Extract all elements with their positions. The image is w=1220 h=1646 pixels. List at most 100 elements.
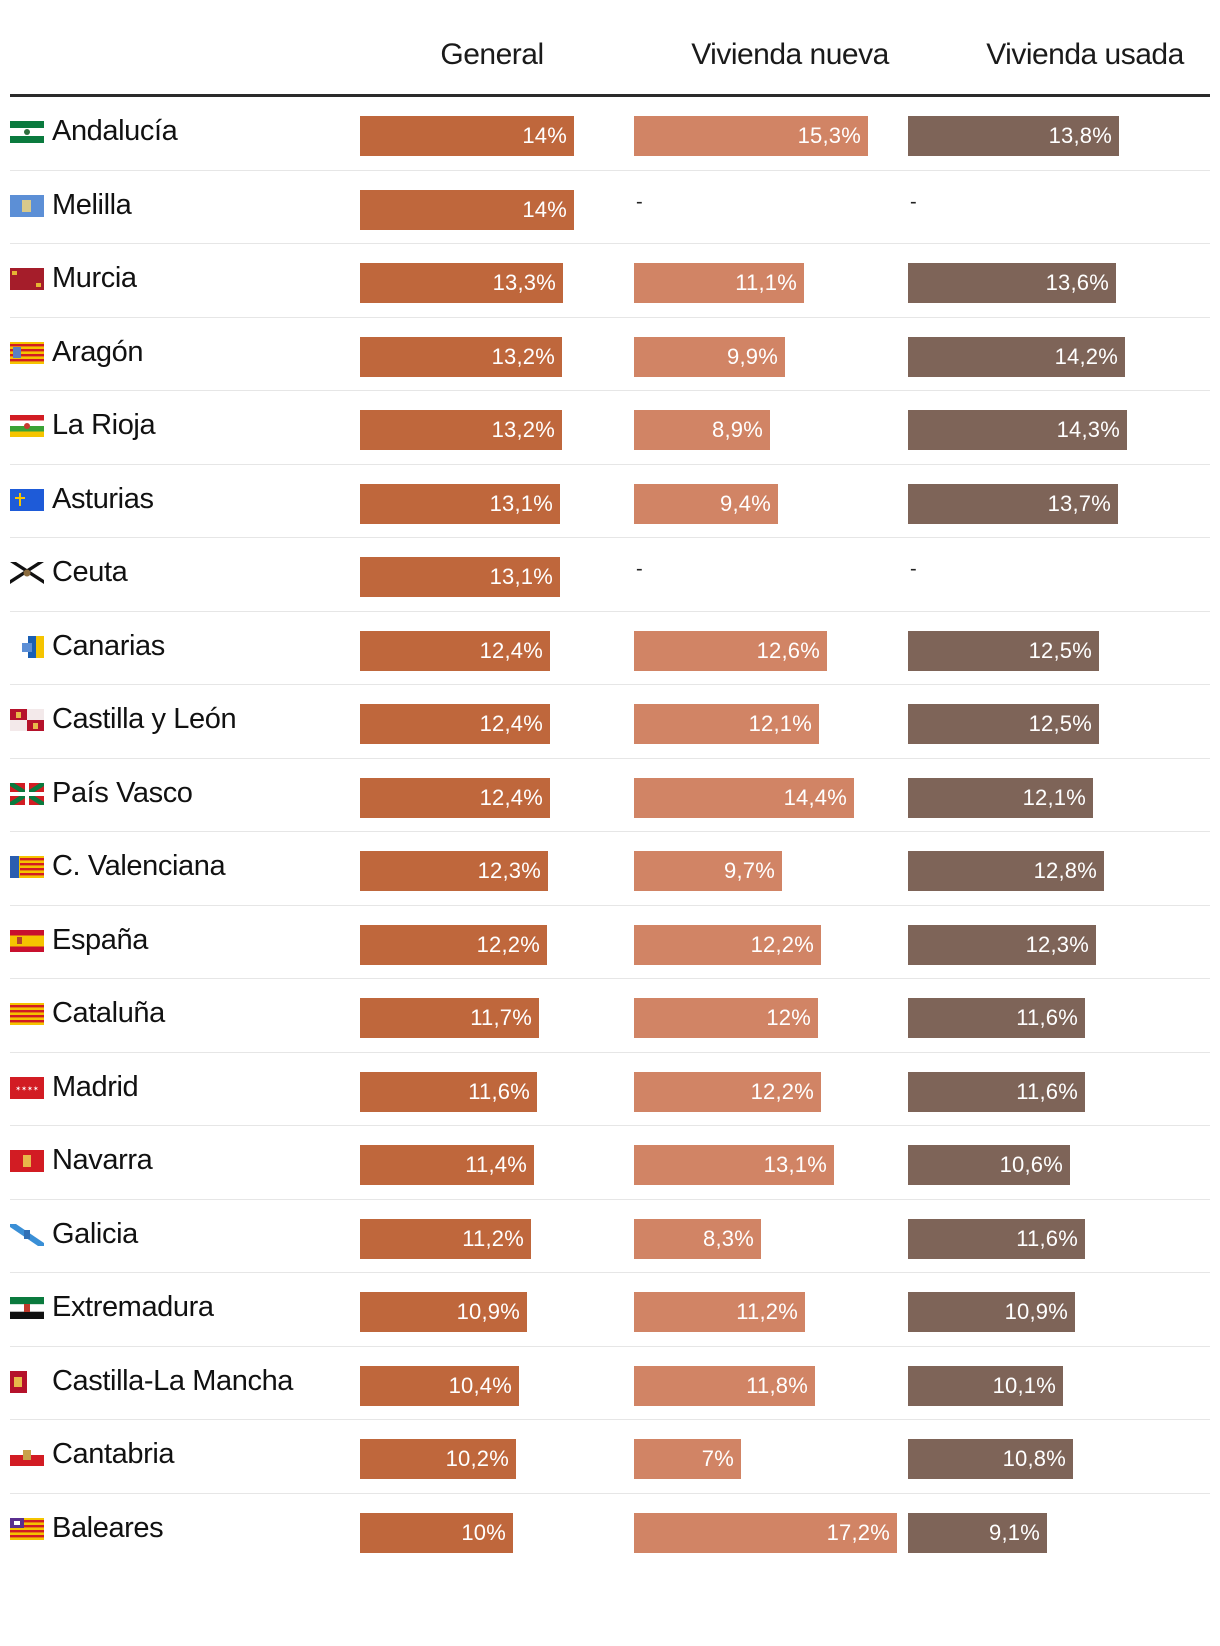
bar-vivienda-nueva: 12,2% — [634, 924, 821, 965]
bar-vivienda-nueva: 14,4% — [634, 777, 854, 818]
bar-general: 10% — [360, 1512, 513, 1553]
bar-general: 11,6% — [360, 1071, 537, 1112]
table-row: Navarra 11,4% 13,1% 10,6% — [10, 1126, 1210, 1200]
bar-vivienda-usada: 12,3% — [908, 924, 1096, 965]
bar-vivienda-nueva: 7% — [634, 1439, 741, 1479]
bar-general: 12,2% — [360, 924, 547, 965]
navarra-flag-icon — [10, 1150, 44, 1172]
bar-vivienda-nueva: 9,9% — [634, 336, 785, 377]
bar-general: 11,2% — [360, 1218, 531, 1259]
bar-general: 13,3% — [360, 263, 563, 303]
region-label: Canarias — [52, 629, 165, 662]
table-row: Asturias 13,1% 9,4% 13,7% — [10, 465, 1210, 538]
region-label: Melilla — [52, 188, 132, 221]
table-row: Castilla-La Mancha 10,4% 11,8% 10,1% — [10, 1347, 1210, 1420]
bar-vivienda-nueva: 12,2% — [634, 1071, 821, 1112]
bar-vivienda-usada: 12,8% — [908, 851, 1104, 891]
region-label: Castilla-La Mancha — [52, 1364, 294, 1397]
region-label: Aragón — [52, 335, 144, 368]
missing-value: - — [910, 190, 917, 213]
region-label: Castilla y León — [52, 703, 237, 735]
pais-vasco-flag-icon — [10, 782, 44, 805]
region-label: Cantabria — [52, 1438, 175, 1470]
table-row: Andalucía 14% 15,3% 13,8% — [10, 97, 1210, 171]
region-label: País Vasco — [52, 776, 193, 809]
region-label: C. Valenciana — [52, 850, 226, 882]
table-row: La Rioja 13,2% 8,9% 14,3% — [10, 391, 1210, 465]
bar-general: 11,4% — [360, 1145, 534, 1185]
murcia-flag-icon — [10, 268, 44, 290]
bar-general: 10,4% — [360, 1365, 519, 1406]
cantabria-flag-icon — [10, 1444, 44, 1466]
bar-vivienda-usada: 10,9% — [908, 1292, 1075, 1332]
region-label: Murcia — [52, 262, 137, 294]
table-row: Melilla 14% - - — [10, 171, 1210, 244]
table-row: Cataluña 11,7% 12% 11,6% — [10, 979, 1210, 1053]
bar-vivienda-nueva: 12% — [634, 998, 818, 1038]
bar-general: 13,1% — [360, 483, 560, 524]
bar-vivienda-usada: 14,3% — [908, 410, 1127, 450]
bar-general: 12,3% — [360, 851, 548, 891]
table-row: Extremadura 10,9% 11,2% 10,9% — [10, 1273, 1210, 1347]
bar-vivienda-nueva: 15,3% — [634, 116, 868, 156]
svg-text:✶✶✶✶: ✶✶✶✶ — [15, 1085, 39, 1093]
bar-general: 14% — [360, 116, 574, 156]
bar-vivienda-usada: 10,8% — [908, 1439, 1073, 1479]
table-row: Castilla y León 12,4% 12,1% 12,5% — [10, 685, 1210, 759]
region-label: Ceuta — [52, 556, 128, 588]
table-row: Baleares 10% 17,2% 9,1% — [10, 1494, 1210, 1568]
region-label: España — [52, 923, 148, 956]
bar-vivienda-nueva: 12,1% — [634, 704, 819, 744]
table-row: España 12,2% 12,2% 12,3% — [10, 906, 1210, 979]
aragon-flag-icon — [10, 341, 44, 364]
bar-vivienda-nueva: 8,9% — [634, 410, 770, 450]
bar-vivienda-usada: 12,5% — [908, 704, 1099, 744]
bar-general: 13,1% — [360, 557, 560, 597]
bar-general: 10,9% — [360, 1292, 527, 1332]
bar-vivienda-nueva: 13,1% — [634, 1145, 834, 1185]
ceuta-flag-icon — [10, 562, 44, 584]
column-header-vivienda-nueva: Vivienda nueva — [691, 38, 889, 71]
bar-general: 12,4% — [360, 630, 550, 671]
table-row: ✶✶✶✶ Madrid 11,6% 12,2% 11,6% — [10, 1053, 1210, 1126]
bar-general: 14% — [360, 189, 574, 230]
galicia-flag-icon — [10, 1223, 44, 1246]
c-valenciana-flag-icon — [10, 856, 44, 878]
espana-flag-icon — [10, 929, 44, 952]
table-row: Murcia 13,3% 11,1% 13,6% — [10, 244, 1210, 318]
column-header-vivienda-usada: Vivienda usada — [986, 38, 1184, 71]
bar-vivienda-usada: 9,1% — [908, 1512, 1047, 1553]
bar-vivienda-usada: 10,6% — [908, 1145, 1070, 1185]
bar-vivienda-usada: 14,2% — [908, 336, 1125, 377]
bar-vivienda-usada: 13,7% — [908, 483, 1118, 524]
bar-vivienda-nueva: 9,7% — [634, 851, 782, 891]
region-label: Cataluña — [52, 997, 165, 1029]
bar-vivienda-usada: 11,6% — [908, 1218, 1085, 1259]
bar-vivienda-usada: 11,6% — [908, 1071, 1085, 1112]
header-divider — [10, 94, 1210, 97]
bar-vivienda-nueva: 11,8% — [634, 1365, 815, 1406]
bar-vivienda-nueva: 12,6% — [634, 630, 827, 671]
canarias-flag-icon — [10, 635, 44, 658]
region-label: Extremadura — [52, 1291, 214, 1323]
region-label: Galicia — [52, 1217, 138, 1250]
bar-vivienda-usada: 13,6% — [908, 263, 1116, 303]
bar-vivienda-usada: 11,6% — [908, 998, 1085, 1038]
bar-general: 12,4% — [360, 704, 550, 744]
bar-vivienda-usada: 12,1% — [908, 777, 1093, 818]
bar-vivienda-nueva: 11,1% — [634, 263, 804, 303]
castilla-la-mancha-flag-icon — [10, 1370, 44, 1393]
baleares-flag-icon — [10, 1517, 44, 1540]
bar-general: 13,2% — [360, 336, 562, 377]
missing-value: - — [910, 558, 917, 580]
table-row: Cantabria 10,2% 7% 10,8% — [10, 1420, 1210, 1494]
column-header-general: General — [440, 38, 544, 71]
missing-value: - — [636, 190, 643, 213]
region-label: La Rioja — [52, 409, 156, 441]
cataluna-flag-icon — [10, 1003, 44, 1025]
bar-vivienda-usada: 10,1% — [908, 1365, 1063, 1406]
bar-general: 13,2% — [360, 410, 562, 450]
table-row: Aragón 13,2% 9,9% 14,2% — [10, 318, 1210, 391]
bar-vivienda-usada: 13,8% — [908, 116, 1119, 156]
